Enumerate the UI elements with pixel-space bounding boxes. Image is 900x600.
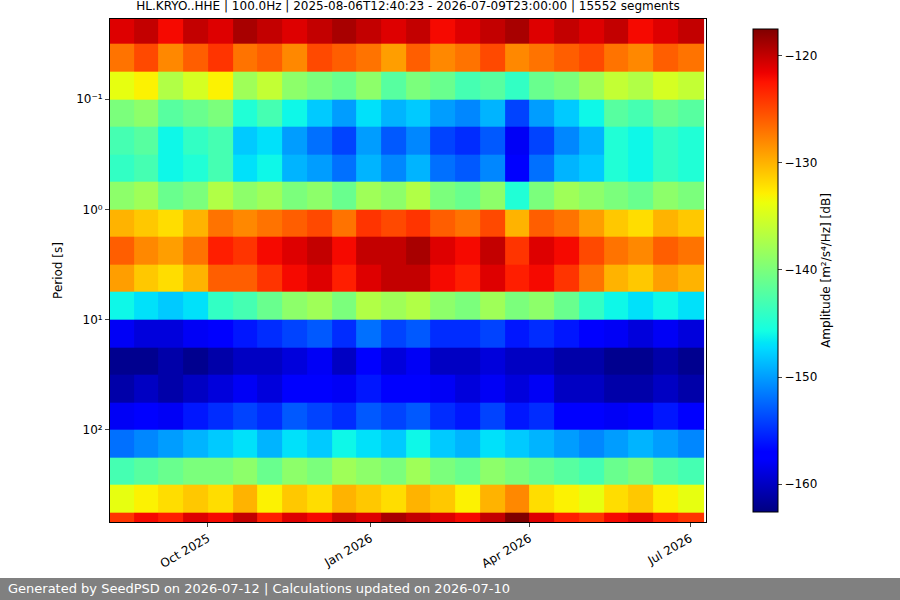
svg-text:Amplitude [m²/s⁴/Hz] [dB]: Amplitude [m²/s⁴/Hz] [dB] (819, 193, 833, 348)
svg-text:HL.KRYO..HHE | 100.0Hz | 2025-: HL.KRYO..HHE | 100.0Hz | 2025-08-06T12:4… (136, 0, 679, 13)
svg-text:10²: 10² (83, 423, 103, 437)
svg-text:Jul 2026: Jul 2026 (645, 531, 695, 568)
svg-text:−140: −140 (784, 263, 817, 277)
svg-text:−120: −120 (784, 49, 817, 63)
svg-text:Period [s]: Period [s] (51, 242, 65, 299)
html-text:Generated by SeedPSD on 2026-0: Generated by SeedPSD on 2026-07-12 | Cal… (8, 581, 510, 596)
svg-text:−150: −150 (784, 370, 817, 384)
svg-text:−130: −130 (784, 156, 817, 170)
svg-text:10¹: 10¹ (83, 313, 103, 327)
svg-text:10⁻¹: 10⁻¹ (76, 92, 103, 106)
svg-text:−160: −160 (784, 477, 817, 491)
svg-text:Oct 2025: Oct 2025 (158, 531, 213, 571)
svg-text:Jan 2026: Jan 2026 (321, 531, 375, 570)
svg-text:10⁰: 10⁰ (83, 203, 103, 217)
svg-text:Apr 2026: Apr 2026 (479, 531, 534, 571)
